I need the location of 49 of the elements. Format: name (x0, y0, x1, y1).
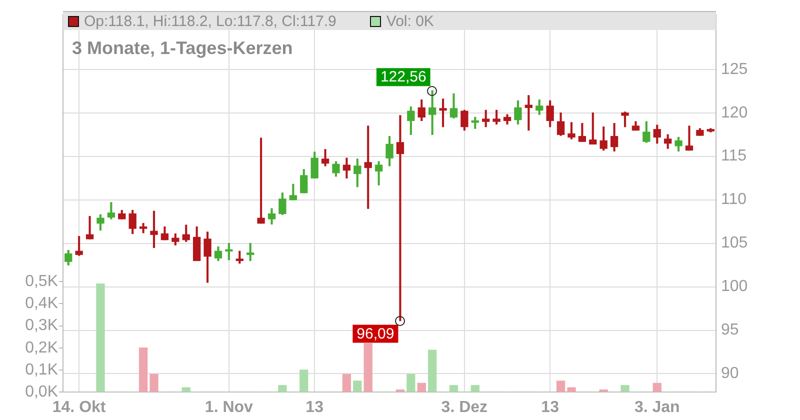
y2-tick-label: 0,3K (25, 317, 58, 334)
x-tick-label: 14. Okt (52, 399, 106, 416)
candlestick (364, 126, 372, 209)
bar (406, 374, 416, 392)
bar (364, 343, 372, 392)
bar (470, 385, 480, 392)
bar (620, 385, 630, 392)
bar (556, 380, 566, 392)
bar (599, 389, 608, 392)
y2-tick-label: 0,1K (25, 361, 58, 378)
bar (396, 389, 405, 392)
bar (278, 385, 287, 392)
text: 3 Monate, 1-Tages-Kerzen (72, 37, 293, 59)
x-tick-label: 13 (306, 399, 324, 416)
x-tick-label: 13 (541, 399, 560, 416)
bar (342, 374, 352, 392)
bar (428, 350, 437, 392)
y-tick-label: 95 (721, 322, 739, 339)
bar (449, 385, 458, 392)
x-tick-label: 3. Jan (634, 399, 680, 416)
y2-tick-label: 0,0K (25, 383, 58, 400)
bar (138, 348, 148, 392)
y-tick-label: 125 (721, 60, 748, 78)
annotation: 96,09 (356, 325, 394, 342)
y2-tick-label: 0,2K (25, 339, 58, 356)
y2-tick-label: 0,5K (25, 273, 58, 290)
bar (300, 370, 308, 392)
x-tick-label: 3. Dez (441, 399, 488, 416)
bar (182, 387, 190, 392)
legend-label: Vol: 0K (386, 12, 434, 30)
y-tick-label: 115 (721, 148, 747, 165)
y-tick-label: 90 (721, 365, 739, 382)
bar (150, 374, 158, 392)
candlestick (86, 216, 94, 240)
bar (417, 382, 426, 392)
bar (96, 284, 105, 392)
candlestick (257, 138, 265, 224)
annotation: Op:118.1, Hi:118.2, Lo:117.8, Cl:117.9 (84, 12, 336, 30)
candlestick (685, 126, 694, 151)
y-tick-label: 110 (721, 191, 747, 208)
y-tick-label: 120 (721, 104, 748, 122)
y2-tick-label: 0,4K (25, 295, 58, 312)
annotation: 122,56 (380, 68, 426, 86)
bar (652, 382, 662, 392)
bar (353, 380, 362, 392)
bar (567, 387, 576, 392)
y-tick-label: 105 (721, 234, 748, 252)
x-tick-label: 1. Nov (204, 399, 254, 416)
y-tick-label: 100 (721, 278, 748, 296)
